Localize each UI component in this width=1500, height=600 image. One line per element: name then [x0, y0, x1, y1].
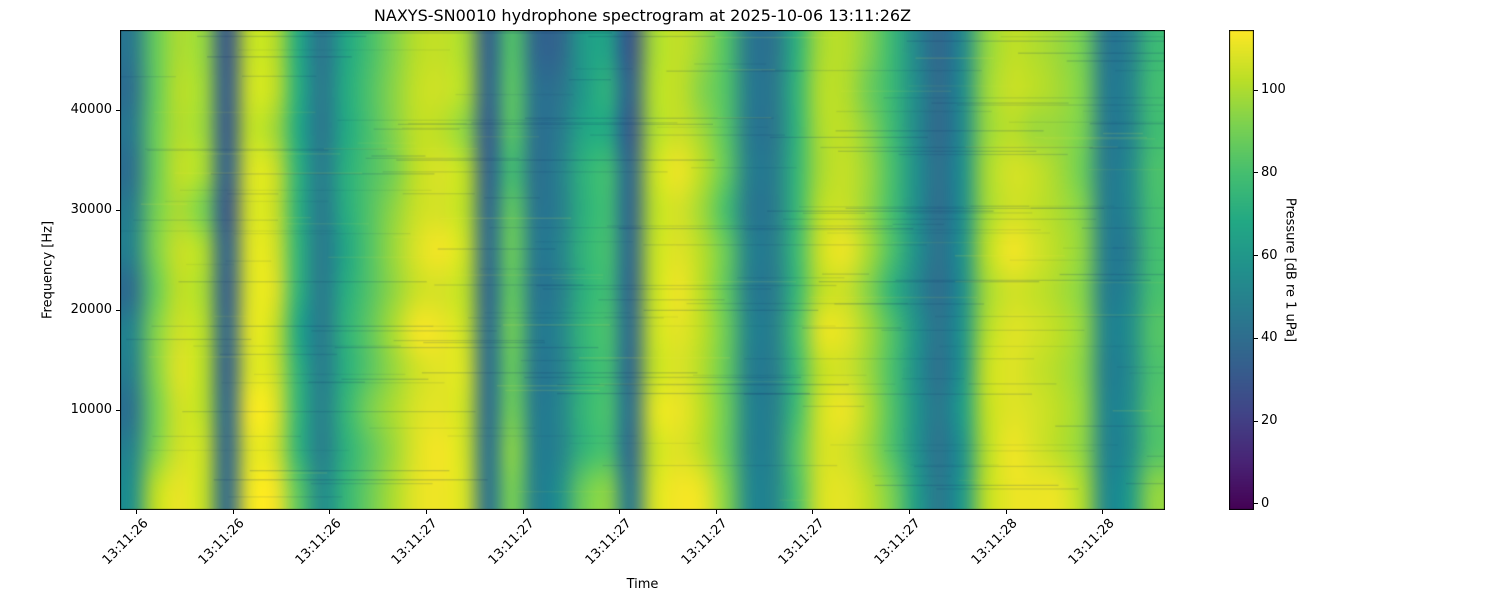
- x-tick-mark: [1102, 510, 1104, 514]
- x-tick-mark: [425, 510, 427, 514]
- y-tick-mark: [116, 409, 120, 411]
- x-tick-mark: [232, 510, 234, 514]
- x-tick-mark: [522, 510, 524, 514]
- colorbar-tick-mark: [1254, 172, 1258, 174]
- colorbar-label: Pressure [dB re 1 uPa]: [1282, 197, 1298, 343]
- colorbar-tick-label: 0: [1261, 495, 1270, 511]
- y-tick-mark: [116, 109, 120, 111]
- colorbar-tick-mark: [1254, 255, 1258, 257]
- y-axis-label: Frequency [Hz]: [40, 220, 56, 320]
- x-tick-mark: [1005, 510, 1007, 514]
- y-tick-label: 40000: [70, 102, 112, 117]
- colorbar-tick-label: 60: [1261, 247, 1278, 263]
- colorbar-tick-label: 40: [1261, 330, 1278, 346]
- colorbar-tick-mark: [1254, 337, 1258, 339]
- colorbar-tick-mark: [1254, 420, 1258, 422]
- y-tick-label: 10000: [70, 402, 112, 417]
- colorbar-gradient: [1229, 30, 1254, 510]
- x-tick-mark: [619, 510, 621, 514]
- x-tick-mark: [908, 510, 910, 514]
- x-tick-mark: [812, 510, 814, 514]
- x-tick-mark: [329, 510, 331, 514]
- colorbar-tick-label: 80: [1261, 164, 1278, 180]
- y-tick-mark: [116, 209, 120, 211]
- x-tick-mark: [715, 510, 717, 514]
- colorbar-tick-mark: [1254, 89, 1258, 91]
- chart-title: NAXYS-SN0010 hydrophone spectrogram at 2…: [373, 6, 912, 25]
- colorbar-tick-label: 20: [1261, 413, 1278, 429]
- x-axis-label: Time: [626, 577, 659, 592]
- colorbar-tick-label: 100: [1261, 82, 1286, 97]
- y-tick-label: 20000: [70, 302, 112, 317]
- spectrogram-heatmap: [120, 30, 1165, 510]
- x-tick-mark: [136, 510, 138, 514]
- y-tick-mark: [116, 309, 120, 311]
- colorbar-tick-mark: [1254, 503, 1258, 505]
- y-tick-label: 30000: [70, 202, 112, 217]
